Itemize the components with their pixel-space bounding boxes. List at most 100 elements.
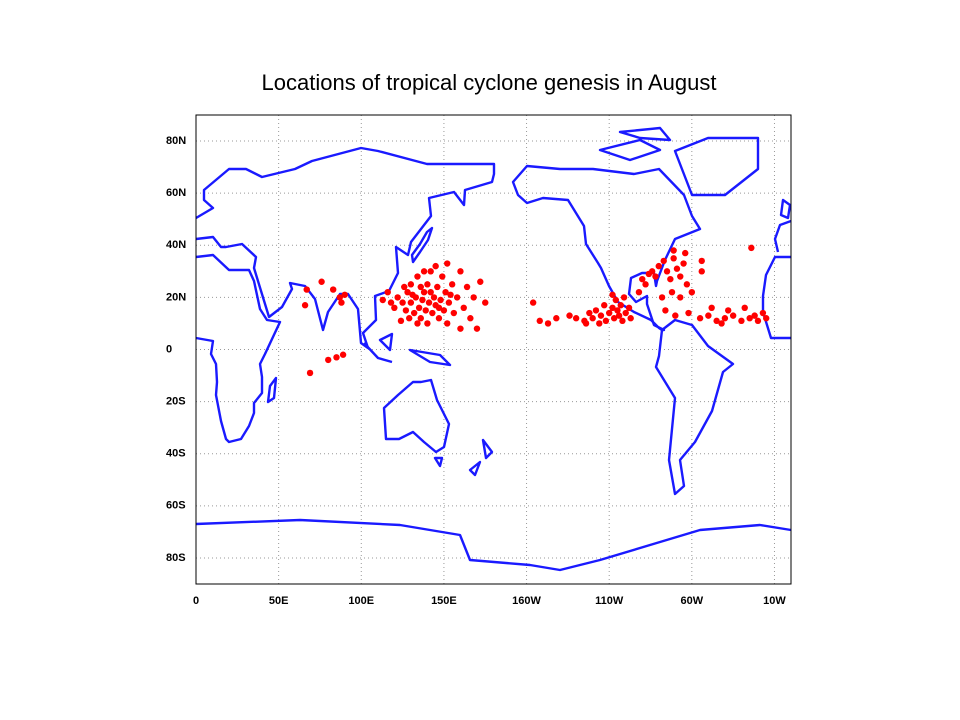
genesis-point: [463, 283, 471, 291]
x-tick-label: 10W: [763, 595, 786, 607]
genesis-point: [610, 315, 618, 322]
genesis-point: [589, 315, 596, 322]
genesis-point: [713, 317, 720, 325]
genesis-point: [447, 291, 454, 298]
genesis-point: [301, 302, 309, 309]
genesis-point: [680, 260, 687, 267]
genesis-point: [427, 268, 434, 275]
y-tick-label: 40S: [166, 448, 186, 460]
genesis-point: [698, 257, 705, 265]
genesis-point: [612, 296, 620, 304]
genesis-point: [536, 317, 543, 325]
genesis-point: [444, 260, 451, 267]
genesis-point: [420, 268, 428, 275]
genesis-point: [609, 291, 616, 298]
genesis-point: [339, 351, 347, 358]
genesis-point: [417, 315, 424, 322]
genesis-point: [738, 317, 745, 325]
genesis-point: [444, 320, 451, 327]
genesis-point: [677, 294, 684, 301]
genesis-point: [592, 307, 600, 314]
x-tick-label: 110W: [595, 595, 624, 607]
genesis-point: [582, 320, 590, 327]
arctic-islands: [598, 126, 672, 162]
genesis-point: [763, 315, 770, 322]
genesis-point: [673, 265, 681, 272]
indonesia: [363, 332, 452, 367]
genesis-point: [425, 299, 433, 306]
south-america: [654, 318, 735, 496]
genesis-point: [414, 320, 421, 327]
genesis-point: [470, 294, 477, 301]
genesis-point: [553, 315, 560, 322]
genesis-point: [660, 257, 667, 265]
genesis-point: [751, 312, 758, 319]
western-europe: [773, 198, 792, 253]
genesis-point: [655, 262, 662, 270]
genesis-point: [721, 315, 729, 322]
genesis-point: [435, 315, 443, 322]
genesis-point: [544, 320, 552, 327]
genesis-point: [596, 320, 603, 327]
genesis-point: [422, 307, 429, 314]
genesis-point: [450, 309, 458, 317]
genesis-point: [529, 299, 537, 306]
genesis-point: [415, 304, 423, 312]
genesis-point: [457, 325, 464, 332]
genesis-point: [746, 315, 753, 322]
y-tick-label: 80S: [166, 552, 186, 564]
genesis-point: [460, 304, 467, 312]
genesis-point: [482, 299, 489, 306]
genesis-point: [619, 317, 626, 325]
x-tick-label: 160W: [512, 595, 541, 607]
genesis-point: [442, 288, 449, 296]
genesis-point: [672, 312, 679, 319]
genesis-point: [437, 296, 444, 304]
north-america: [511, 164, 702, 332]
genesis-point: [652, 273, 659, 280]
genesis-point: [394, 294, 401, 301]
genesis-point: [384, 288, 391, 296]
genesis-point: [397, 317, 405, 325]
genesis-point: [430, 294, 438, 301]
genesis-point: [325, 356, 332, 364]
antarctica: [195, 518, 792, 572]
genesis-point: [614, 307, 621, 314]
madagascar: [266, 376, 278, 404]
y-tick-label: 20N: [166, 291, 186, 303]
genesis-point: [662, 307, 669, 314]
genesis-point: [391, 304, 398, 312]
genesis-point: [605, 309, 613, 317]
genesis-point: [602, 317, 610, 325]
japan: [410, 226, 434, 264]
x-tick-label: 100E: [348, 595, 374, 607]
points: [301, 244, 770, 377]
genesis-point: [336, 294, 343, 301]
genesis-point: [667, 275, 674, 283]
genesis-point: [419, 296, 426, 304]
eurasia: [195, 146, 496, 350]
genesis-point: [718, 320, 725, 327]
genesis-point: [597, 312, 605, 319]
genesis-point: [379, 296, 386, 304]
grid: [195, 115, 791, 584]
genesis-point: [677, 273, 684, 280]
genesis-point: [434, 283, 441, 291]
genesis-point: [724, 307, 732, 314]
genesis-point: [429, 309, 436, 317]
genesis-point: [601, 302, 608, 309]
genesis-point: [432, 262, 439, 270]
genesis-point: [683, 281, 691, 288]
genesis-point: [402, 307, 410, 314]
genesis-point: [682, 249, 689, 257]
y-tick-label: 60S: [166, 500, 186, 512]
genesis-point: [685, 309, 692, 317]
x-tick-label: 50E: [269, 595, 289, 607]
genesis-point: [445, 299, 453, 306]
genesis-point: [663, 268, 671, 275]
y-tick-label: 80N: [166, 135, 186, 147]
genesis-point: [414, 273, 421, 280]
genesis-point: [670, 255, 677, 262]
genesis-point: [642, 281, 649, 288]
